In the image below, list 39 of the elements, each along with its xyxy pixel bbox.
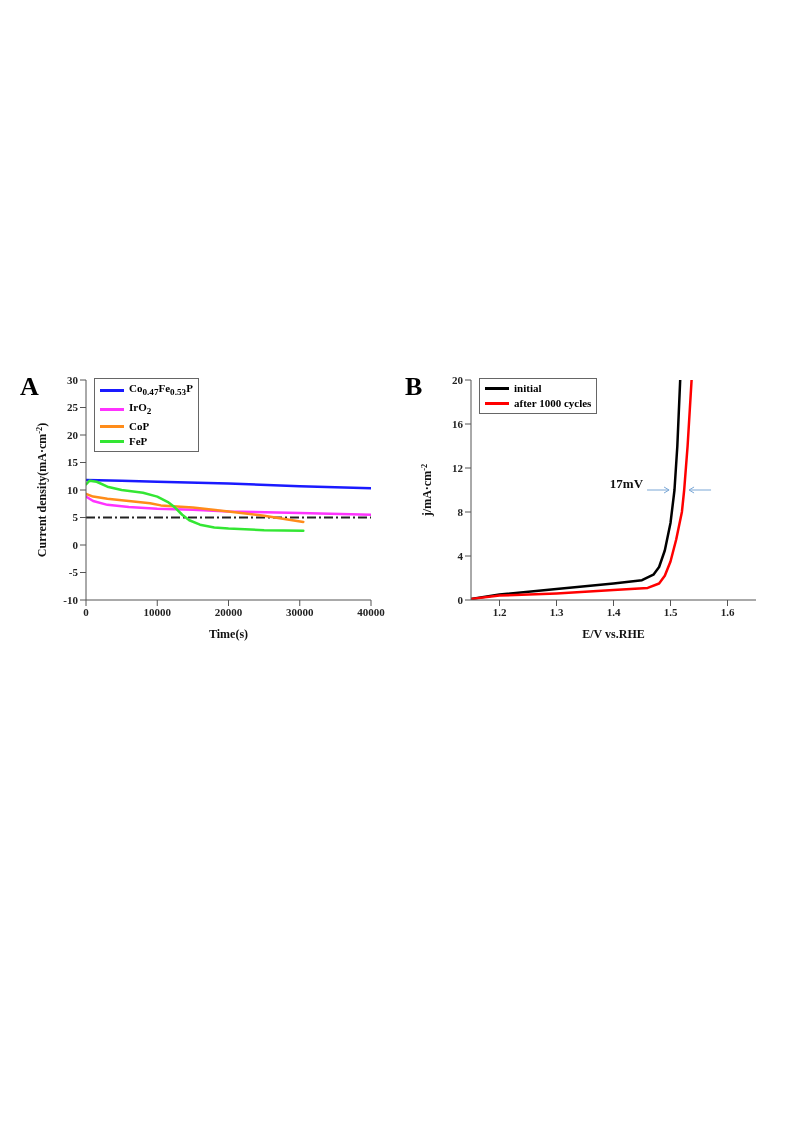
line-series (86, 478, 371, 490)
y-tick-label: 4 (457, 549, 464, 562)
line-series (86, 479, 305, 532)
y-tick-label: 5 (72, 511, 79, 524)
x-tick-label: 1.6 (720, 605, 735, 618)
y-tick-label: 20 (452, 373, 464, 386)
legend-label: FeP (129, 434, 148, 450)
x-tick-label: 30000 (286, 605, 314, 618)
annotation: 17mV (609, 476, 644, 491)
x-axis-title: Time(s) (208, 627, 249, 641)
legend-label: Co$_{0.47}$Fe$_{0.53}$P (129, 381, 193, 400)
y-tick-label: 10 (67, 483, 79, 496)
y-tick-label: 16 (452, 417, 464, 430)
legend-label: initial (514, 381, 542, 396)
y-tick-label: 0 (457, 593, 464, 606)
y-tick-label: 25 (67, 401, 79, 414)
y-tick-label: 15 (67, 456, 79, 469)
legend-label: after 1000 cycles (514, 396, 592, 411)
x-tick-label: 20000 (214, 605, 243, 618)
x-tick-label: 40000 (357, 605, 386, 618)
y-tick-label: -10 (63, 593, 79, 606)
legend-label: IrO$_{2}$ (129, 400, 152, 419)
x-tick-label: 1.5 (663, 605, 678, 618)
x-axis-title: E/V vs.RHE (582, 627, 645, 641)
line-series (86, 492, 305, 524)
text: A (20, 372, 39, 402)
x-tick-label: 10000 (143, 605, 172, 618)
y-tick-label: -5 (68, 566, 79, 579)
y-tick-label: 30 (67, 373, 79, 386)
text: B (405, 372, 423, 402)
x-tick-label: 1.2 (492, 605, 507, 618)
legend-label: CoP (129, 419, 150, 435)
y-tick-label: 8 (457, 505, 464, 518)
y-tick-label: 20 (67, 428, 79, 441)
x-tick-label: 1.4 (606, 605, 621, 618)
x-tick-label: 0 (83, 605, 90, 618)
y-tick-label: 0 (72, 538, 79, 551)
x-tick-label: 1.3 (549, 605, 564, 618)
y-tick-label: 12 (452, 461, 464, 474)
